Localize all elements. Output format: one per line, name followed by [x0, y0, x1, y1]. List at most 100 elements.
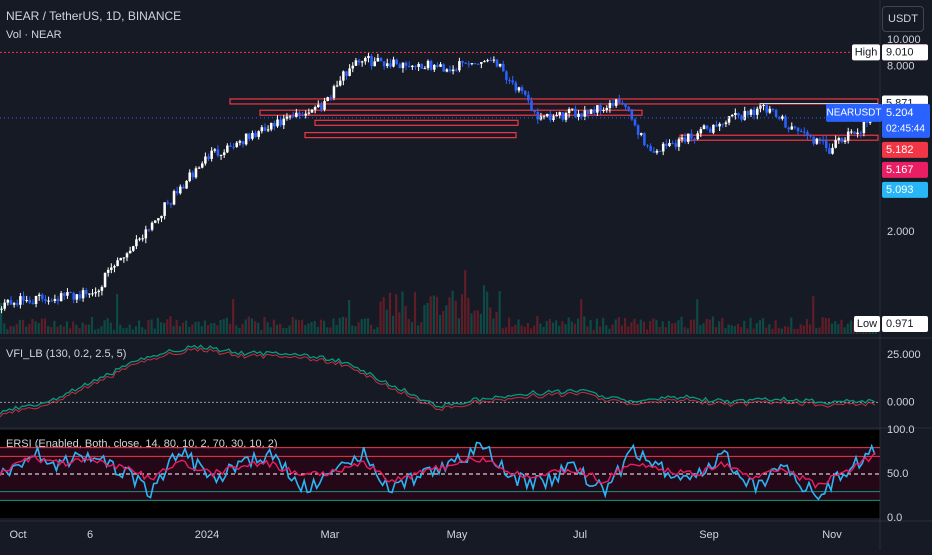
volume-bar	[363, 318, 366, 334]
candle-body	[0, 308, 3, 310]
volume-bar	[649, 320, 652, 334]
volume-bar	[580, 299, 583, 334]
price-tick-label: 8.000	[887, 61, 915, 73]
volume-bar	[178, 325, 181, 334]
volume-bar	[724, 328, 727, 334]
candle-body	[204, 156, 207, 164]
candle-body	[414, 65, 417, 67]
candle-body	[122, 257, 126, 259]
volume-bar	[758, 320, 762, 334]
volume-bar	[119, 324, 122, 334]
candle-body	[533, 110, 536, 112]
time-tick-label: 6	[87, 529, 93, 541]
candle-body	[777, 117, 781, 119]
volume-bar	[354, 326, 357, 334]
candle-body	[100, 286, 104, 291]
volume-bar	[460, 294, 464, 334]
candle-body	[712, 124, 715, 133]
candle-body	[483, 61, 486, 63]
level-c-tag-bg	[882, 181, 928, 198]
currency-button[interactable]: USDT	[882, 6, 924, 32]
volume-bar	[583, 316, 586, 334]
volume-bar	[301, 319, 304, 334]
candle-body	[273, 122, 276, 127]
candle-body	[113, 266, 116, 268]
candle-body	[401, 62, 405, 69]
candle-body	[834, 140, 837, 148]
volume-bar	[206, 325, 210, 334]
candle-body	[549, 113, 552, 120]
volume-bar	[529, 328, 533, 334]
low-value-tag-bg	[882, 316, 928, 332]
candle-body	[235, 142, 239, 147]
candle-body	[323, 100, 326, 110]
volume-bar	[72, 321, 75, 334]
candle-body	[37, 294, 41, 296]
volume-bar	[793, 328, 796, 334]
volume-bar	[297, 320, 301, 334]
candle-body	[658, 150, 662, 152]
volume-bar	[608, 328, 611, 334]
volume-bar	[733, 326, 736, 334]
candle-body	[222, 152, 226, 155]
candle-body	[476, 63, 480, 65]
ersi-tick-label: 0.0	[887, 512, 902, 524]
volume-bar	[376, 327, 379, 334]
volume-bar	[598, 326, 602, 334]
volume-bar	[304, 325, 307, 334]
candle-body	[119, 258, 122, 261]
volume-bar	[834, 321, 837, 334]
candle-body	[677, 139, 681, 147]
candles	[0, 52, 878, 314]
candle-body	[229, 145, 232, 147]
volume-bar	[197, 321, 200, 334]
candle-body	[166, 202, 170, 204]
candle-body	[687, 133, 690, 142]
candle-body	[75, 294, 79, 300]
volume-bar	[81, 322, 84, 334]
candle-body	[433, 64, 436, 70]
volume-bar	[683, 327, 686, 334]
candle-body	[555, 115, 558, 117]
volume-bar	[50, 326, 53, 334]
candle-body	[574, 108, 577, 117]
candle-body	[602, 110, 605, 112]
candle-body	[426, 60, 430, 69]
candle-body	[439, 64, 442, 67]
volume-bar	[144, 329, 147, 334]
candle-body	[97, 290, 101, 293]
volume-bar	[787, 326, 790, 334]
volume-bar	[344, 317, 348, 334]
candle-body	[520, 87, 524, 92]
candle-body	[671, 142, 674, 144]
candle-body	[458, 61, 461, 71]
volume-bar	[188, 326, 191, 334]
candle-body	[596, 105, 599, 113]
candle-body	[69, 292, 72, 294]
candle-body	[502, 63, 505, 72]
candle-body	[633, 119, 637, 126]
candle-body	[806, 132, 809, 135]
ersi-line	[0, 451, 876, 489]
candle-body	[423, 68, 427, 70]
volume-bar	[232, 298, 235, 334]
level-b-tag: 5.167	[886, 164, 914, 176]
candle-body	[53, 299, 57, 301]
volume-bar	[413, 291, 417, 334]
volume-bar	[404, 305, 407, 334]
volume-bar	[774, 320, 777, 334]
volume-bar	[391, 315, 395, 334]
candle-body	[464, 62, 467, 64]
candle-body	[608, 102, 612, 109]
volume-bar	[790, 317, 793, 334]
volume-bar	[159, 322, 163, 334]
volume-bar	[253, 321, 257, 334]
volume-bar	[752, 328, 755, 334]
volume-bar	[482, 285, 486, 334]
volume-bar	[840, 319, 843, 334]
candle-body	[442, 64, 445, 72]
volume-bar	[796, 328, 799, 334]
candle-body	[379, 58, 383, 62]
candle-body	[756, 108, 759, 115]
